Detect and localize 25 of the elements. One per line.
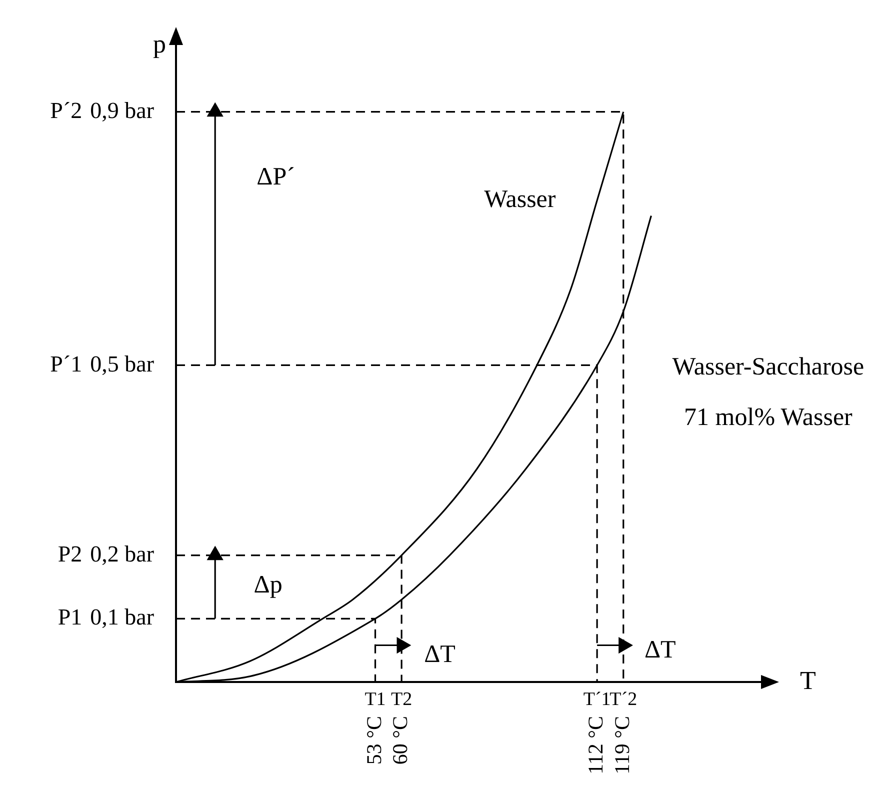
text: P´2 <box>50 98 82 123</box>
y-tick-label: 0,2 bar <box>90 541 154 566</box>
annotation: Wasser-Saccharose <box>672 354 864 381</box>
annotation: Δp <box>254 571 282 598</box>
text: P1 <box>58 604 82 630</box>
text: T1 <box>364 688 386 710</box>
text: P´1 <box>50 351 82 376</box>
annotation: ΔT <box>424 641 456 668</box>
x-tick-label: 53 °C <box>362 716 386 765</box>
text: T´1 <box>583 688 611 710</box>
x-tick-label: 112 °C <box>584 716 608 774</box>
text: P2 <box>58 541 82 566</box>
annotation: 71 mol% Wasser <box>684 404 854 431</box>
annotation: Wasser <box>484 186 556 214</box>
y-tick-label: 0,1 bar <box>90 604 154 630</box>
annotation: ΔT <box>644 636 676 664</box>
y-tick-label: 0,9 bar <box>90 98 154 123</box>
annotation: ΔP´ <box>256 164 295 191</box>
x-tick-label: 60 °C <box>388 716 412 765</box>
y-tick-label: 0,5 bar <box>90 351 154 376</box>
y-axis-title: p <box>153 30 166 59</box>
text: T´2 <box>610 688 638 710</box>
x-tick-label: 119 °C <box>610 716 634 774</box>
text: T2 <box>391 688 412 710</box>
x-axis-title: T <box>800 666 816 695</box>
